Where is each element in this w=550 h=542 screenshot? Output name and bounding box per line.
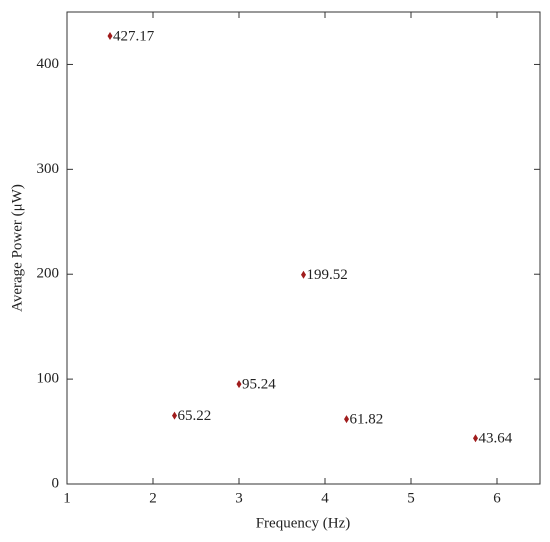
y-tick-label: 300 xyxy=(37,161,60,177)
x-tick-label: 1 xyxy=(63,490,71,506)
x-tick-label: 6 xyxy=(493,490,501,506)
data-label: 199.52 xyxy=(307,267,348,283)
x-tick-label: 2 xyxy=(149,490,157,506)
x-tick-label: 4 xyxy=(321,490,329,506)
data-label: 61.82 xyxy=(350,412,384,428)
y-axis-label: Average Power (μW) xyxy=(9,184,25,312)
x-tick-label: 3 xyxy=(235,490,243,506)
data-label: 43.64 xyxy=(479,431,513,447)
data-label: 427.17 xyxy=(113,28,155,44)
data-label: 95.24 xyxy=(242,377,276,393)
plot-frame xyxy=(66,11,541,485)
y-tick-label: 200 xyxy=(37,266,60,282)
point xyxy=(344,415,349,424)
y-tick-label: 400 xyxy=(37,56,60,72)
x-axis-label: Frequency (Hz) xyxy=(256,515,351,531)
point xyxy=(172,411,177,420)
data-label: 65.22 xyxy=(178,408,212,424)
point xyxy=(473,434,478,443)
y-tick-label: 100 xyxy=(37,371,60,387)
point xyxy=(301,270,306,279)
point xyxy=(236,380,242,389)
point xyxy=(107,31,113,40)
x-tick-label: 5 xyxy=(407,490,415,506)
y-tick-label: 0 xyxy=(52,475,60,491)
